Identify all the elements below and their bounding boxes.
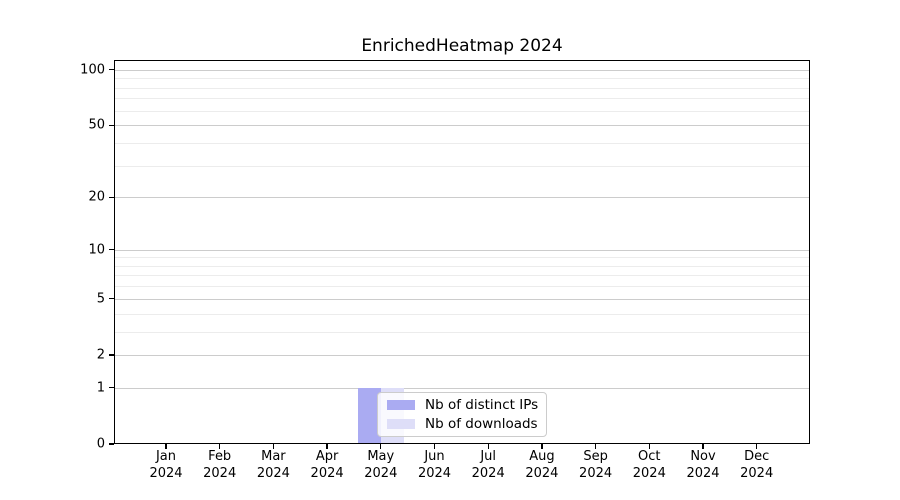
x-tick-nov-2024 <box>702 444 704 449</box>
x-tick-jun-2024 <box>433 444 436 449</box>
y-gridline-major-2 <box>114 354 810 356</box>
y-tick-label-20: 20 <box>88 189 105 205</box>
x-tick-dec-2024 <box>756 444 758 449</box>
x-tick-feb-2024 <box>219 444 221 449</box>
y-gridline-minor-30 <box>114 165 810 167</box>
y-tick-0 <box>109 443 114 445</box>
y-gridline-minor-40 <box>114 142 810 144</box>
y-gridline-minor-8 <box>114 265 810 267</box>
y-tick-label-1: 1 <box>96 380 105 396</box>
y-gridline-minor-6 <box>114 286 810 288</box>
x-tick-may-2024 <box>380 444 382 449</box>
x-tick-sep-2024 <box>594 444 597 449</box>
chart-title: EnrichedHeatmap 2024 <box>361 36 563 56</box>
y-gridline-minor-4 <box>114 313 810 315</box>
y-tick-10 <box>109 248 114 251</box>
x-tick-oct-2024 <box>648 444 650 449</box>
y-tick-100 <box>109 69 114 71</box>
y-gridline-minor-3 <box>114 331 810 333</box>
legend-label-distinct-ips: Nb of distinct IPs <box>425 396 539 413</box>
y-gridline-major-100 <box>114 69 810 71</box>
y-gridline-major-5 <box>114 298 810 300</box>
legend-swatch-downloads <box>387 419 415 429</box>
y-tick-label-2: 2 <box>96 347 105 363</box>
x-tick-jul-2024 <box>487 444 489 449</box>
y-gridline-minor-7 <box>114 275 810 277</box>
y-gridline-minor-80 <box>114 87 810 89</box>
x-tick-label-nov-2024: Nov 2024 <box>686 449 720 481</box>
legend-item-downloads: Nb of downloads <box>387 415 538 432</box>
x-tick-label-dec-2024: Dec 2024 <box>740 449 774 481</box>
bar-nb-of-distinct-ips-may-2024 <box>357 387 381 444</box>
y-gridline-major-50 <box>114 125 810 127</box>
x-tick-label-may-2024: May 2024 <box>364 449 398 481</box>
x-tick-label-jun-2024: Jun 2024 <box>417 449 452 481</box>
y-tick-20 <box>109 196 114 198</box>
y-gridline-major-10 <box>114 249 810 251</box>
y-gridline-minor-9 <box>114 257 810 259</box>
legend-label-downloads: Nb of downloads <box>425 415 538 432</box>
y-tick-label-50: 50 <box>88 117 105 133</box>
legend-swatch-distinct-ips <box>387 400 415 410</box>
x-tick-label-feb-2024: Feb 2024 <box>203 449 237 481</box>
x-tick-label-sep-2024: Sep 2024 <box>579 449 613 481</box>
y-tick-label-5: 5 <box>96 291 105 307</box>
legend-item-distinct-ips: Nb of distinct IPs <box>387 396 539 413</box>
x-tick-mar-2024 <box>272 444 275 449</box>
x-tick-apr-2024 <box>326 444 328 449</box>
y-tick-label-10: 10 <box>88 242 105 258</box>
y-tick-5 <box>109 298 114 300</box>
legend: Nb of distinct IPs Nb of downloads <box>377 392 547 437</box>
y-tick-2 <box>109 354 114 356</box>
x-tick-label-mar-2024: Mar 2024 <box>256 449 290 481</box>
x-tick-label-jan-2024: Jan 2024 <box>149 449 183 481</box>
y-gridline-minor-90 <box>114 78 810 80</box>
y-tick-1 <box>109 387 114 389</box>
plot-area-frame <box>114 60 810 444</box>
y-gridline-minor-70 <box>114 98 810 100</box>
y-gridline-major-1 <box>114 387 810 389</box>
x-tick-jan-2024 <box>165 444 167 449</box>
y-tick-label-0: 0 <box>96 436 105 452</box>
x-tick-label-oct-2024: Oct 2024 <box>632 449 666 481</box>
x-tick-label-aug-2024: Aug 2024 <box>525 449 559 481</box>
x-tick-label-jul-2024: Jul 2024 <box>471 449 505 481</box>
y-tick-label-100: 100 <box>80 62 105 78</box>
y-tick-50 <box>109 124 114 126</box>
x-tick-aug-2024 <box>541 444 543 449</box>
x-tick-label-apr-2024: Apr 2024 <box>310 449 344 481</box>
y-gridline-major-20 <box>114 197 810 199</box>
y-gridline-minor-60 <box>114 110 810 112</box>
